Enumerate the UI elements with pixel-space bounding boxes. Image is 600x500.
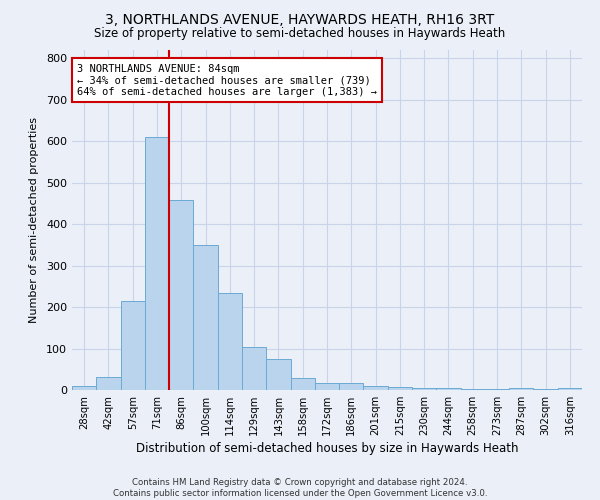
Bar — [242, 348, 266, 390]
Bar — [96, 376, 121, 390]
Bar — [339, 382, 364, 390]
Bar — [412, 388, 436, 390]
Bar — [485, 389, 509, 390]
X-axis label: Distribution of semi-detached houses by size in Haywards Heath: Distribution of semi-detached houses by … — [136, 442, 518, 455]
Bar — [72, 386, 96, 390]
Bar — [533, 389, 558, 390]
Bar — [436, 388, 461, 390]
Text: Size of property relative to semi-detached houses in Haywards Heath: Size of property relative to semi-detach… — [94, 28, 506, 40]
Text: Contains HM Land Registry data © Crown copyright and database right 2024.
Contai: Contains HM Land Registry data © Crown c… — [113, 478, 487, 498]
Text: 3, NORTHLANDS AVENUE, HAYWARDS HEATH, RH16 3RT: 3, NORTHLANDS AVENUE, HAYWARDS HEATH, RH… — [106, 12, 494, 26]
Bar — [558, 388, 582, 390]
Bar — [461, 389, 485, 390]
Bar — [290, 378, 315, 390]
Bar — [388, 386, 412, 390]
Bar — [315, 382, 339, 390]
Bar — [145, 137, 169, 390]
Y-axis label: Number of semi-detached properties: Number of semi-detached properties — [29, 117, 39, 323]
Bar — [266, 359, 290, 390]
Text: 3 NORTHLANDS AVENUE: 84sqm
← 34% of semi-detached houses are smaller (739)
64% o: 3 NORTHLANDS AVENUE: 84sqm ← 34% of semi… — [77, 64, 377, 97]
Bar — [193, 245, 218, 390]
Bar — [509, 388, 533, 390]
Bar — [218, 294, 242, 390]
Bar — [169, 200, 193, 390]
Bar — [364, 386, 388, 390]
Bar — [121, 301, 145, 390]
